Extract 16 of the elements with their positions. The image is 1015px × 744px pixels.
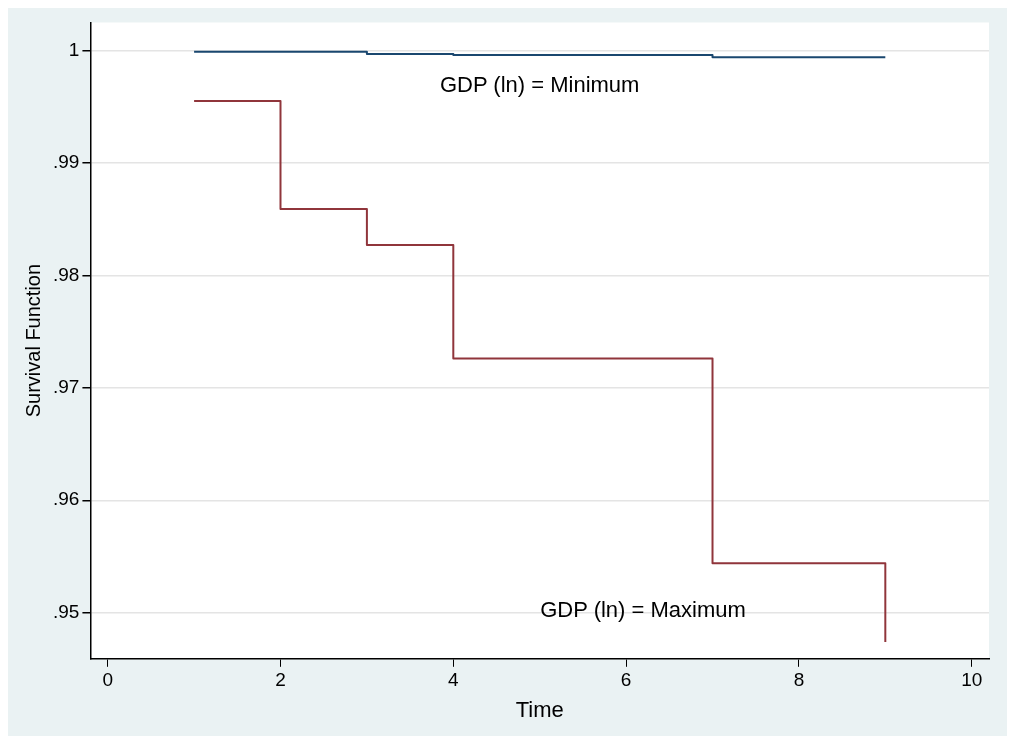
annotation: GDP (ln) = Minimum <box>439 72 640 98</box>
y-tick-label: .95 <box>52 600 80 622</box>
x-tick-label: 6 <box>620 669 632 691</box>
y-tick-label: .96 <box>52 488 80 510</box>
annotation: GDP (ln) = Maximum <box>540 597 746 623</box>
x-tick-label: 10 <box>961 669 983 691</box>
y-tick-label: .97 <box>52 376 80 398</box>
y-axis-title: Survival Function <box>21 263 44 418</box>
x-axis-title: Time <box>515 696 564 722</box>
y-tick-label: .99 <box>52 151 80 173</box>
x-tick-label: 2 <box>275 669 286 691</box>
x-tick-label: 0 <box>102 669 113 691</box>
y-tick-label: 1 <box>68 38 80 60</box>
x-tick-label: 8 <box>793 669 805 691</box>
y-tick-label: .98 <box>52 263 80 285</box>
x-tick-label: 4 <box>448 669 460 691</box>
